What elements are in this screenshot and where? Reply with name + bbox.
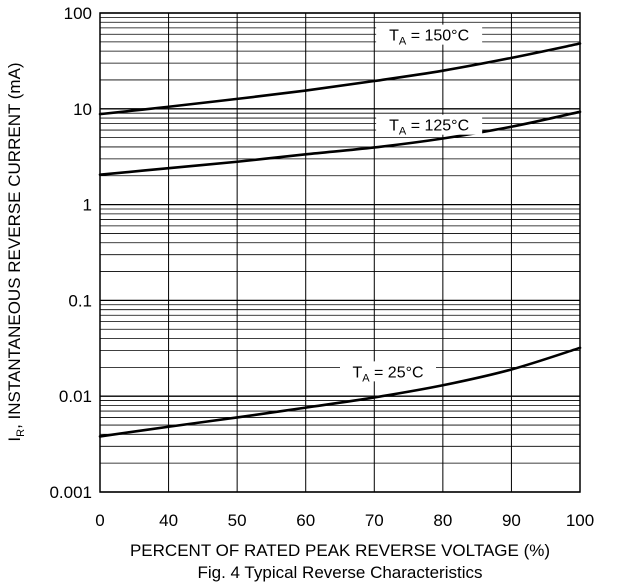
curve-label: TA = 125°C (389, 118, 469, 138)
x-tick-label: 100 (566, 511, 594, 530)
x-tick-labels: 0 40 50 60 70 80 90 100 (95, 511, 594, 530)
curve-label-background (376, 114, 483, 135)
x-tick-label: 50 (228, 511, 247, 530)
curve-label-background (340, 361, 436, 382)
y-axis-title: IR, INSTANTANEOUS REVERSE CURRENT (mA) (5, 62, 27, 441)
curve-label-subscript: A (362, 372, 370, 384)
y-tick-label: 0.1 (68, 291, 92, 310)
curve-label-value: = 125°C (406, 118, 469, 135)
y-axis-title-text: , INSTANTANEOUS REVERSE CURRENT (mA) (5, 62, 24, 428)
y-tick-label: 0.01 (59, 387, 92, 406)
figure-caption: Fig. 4 Typical Reverse Characteristics (197, 563, 482, 582)
x-tick-label: 0 (95, 511, 104, 530)
curve-label-subscript: A (399, 36, 407, 48)
x-tick-label: 70 (365, 511, 384, 530)
curve-label-symbol: T (389, 118, 399, 135)
y-axis-title-subscript: R (15, 429, 27, 437)
curve-label: TA = 25°C (352, 364, 423, 384)
y-tick-label: 100 (64, 4, 92, 23)
curve-label-background (376, 24, 483, 45)
curve-labels: TA = 150°CTA = 125°CTA = 25°C (340, 24, 483, 384)
x-tick-label: 90 (502, 511, 521, 530)
y-tick-label: 1 (83, 196, 92, 215)
curve-label-value: = 25°C (370, 364, 424, 381)
minor-gridlines (100, 16, 580, 464)
y-tick-label: 0.001 (49, 483, 92, 502)
x-tick-label: 40 (159, 511, 178, 530)
x-tick-label: 80 (433, 511, 452, 530)
y-tick-labels: 0.001 0.01 0.1 1 10 100 (49, 4, 92, 502)
curve-label-symbol: T (389, 28, 399, 45)
curve-25c (98, 346, 582, 438)
curve-label-value: = 150°C (406, 28, 469, 45)
curve-label-subscript: A (399, 126, 407, 138)
plot-frame (99, 12, 581, 493)
curve-label: TA = 150°C (389, 28, 469, 48)
curve-150c (98, 42, 582, 116)
x-tick-label: 60 (296, 511, 315, 530)
curve-125c (98, 110, 582, 177)
y-axis-title-symbol: I (5, 437, 24, 442)
curve-label-symbol: T (352, 364, 362, 381)
x-axis-title: PERCENT OF RATED PEAK REVERSE VOLTAGE (%… (130, 541, 550, 560)
data-curves (98, 42, 582, 438)
y-tick-label: 10 (73, 100, 92, 119)
